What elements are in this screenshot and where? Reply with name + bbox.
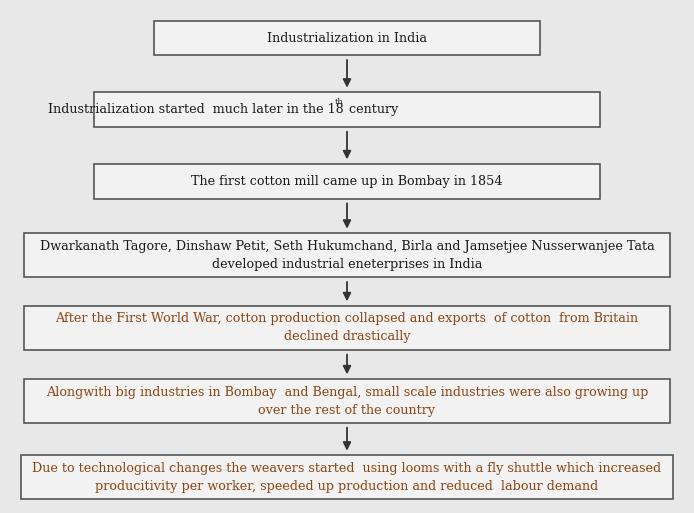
Text: Industrialization started  much later in the 18   century: Industrialization started much later in … bbox=[169, 103, 525, 116]
Text: After the First World War, cotton production collapsed and exports  of cotton  f: After the First World War, cotton produc… bbox=[56, 312, 638, 343]
Text: Due to technological changes the weavers started  using looms with a fly shuttle: Due to technological changes the weavers… bbox=[33, 462, 661, 493]
Text: century: century bbox=[345, 103, 398, 116]
FancyBboxPatch shape bbox=[24, 233, 670, 278]
Text: Alongwith big industries in Bombay  and Bengal, small scale industries were also: Alongwith big industries in Bombay and B… bbox=[46, 385, 648, 417]
Text: The first cotton mill came up in Bombay in 1854: The first cotton mill came up in Bombay … bbox=[192, 175, 502, 188]
Text: Industrialization in India: Industrialization in India bbox=[267, 31, 427, 45]
FancyBboxPatch shape bbox=[154, 21, 540, 55]
FancyBboxPatch shape bbox=[94, 92, 600, 127]
Text: th: th bbox=[335, 98, 344, 106]
FancyBboxPatch shape bbox=[24, 306, 670, 350]
FancyBboxPatch shape bbox=[21, 456, 673, 499]
FancyBboxPatch shape bbox=[24, 379, 670, 423]
Text: Dwarkanath Tagore, Dinshaw Petit, Seth Hukumchand, Birla and Jamsetjee Nusserwan: Dwarkanath Tagore, Dinshaw Petit, Seth H… bbox=[40, 240, 654, 271]
FancyBboxPatch shape bbox=[94, 164, 600, 199]
Text: Industrialization started  much later in the 18: Industrialization started much later in … bbox=[48, 103, 344, 116]
